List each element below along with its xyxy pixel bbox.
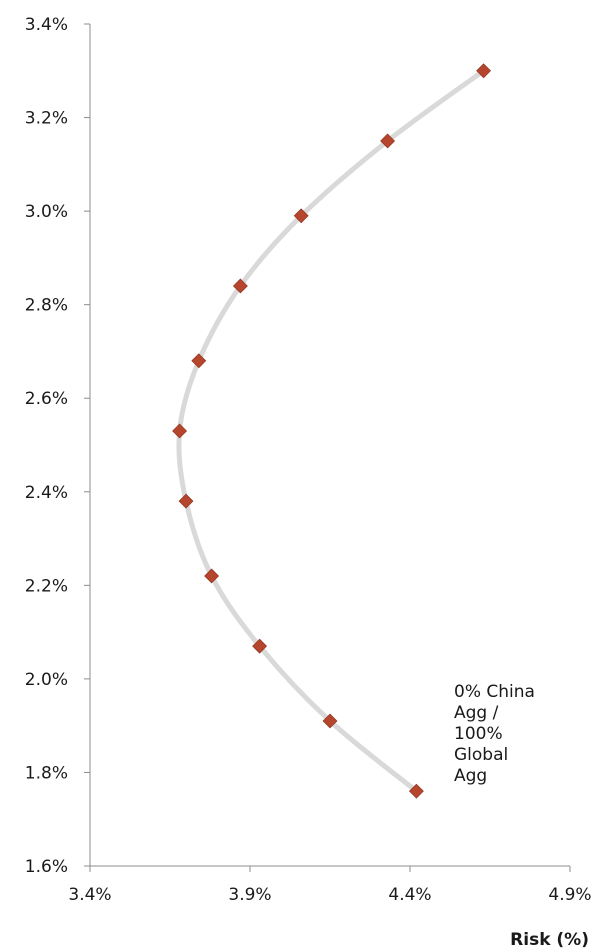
y-tick-label: 1.6% — [25, 857, 68, 877]
x-axis-title: Risk (%) — [510, 930, 589, 950]
frontier-curve — [176, 68, 487, 794]
y-tick-label: 2.6% — [25, 389, 68, 409]
data-point-marker — [380, 133, 396, 149]
y-tick-label: 1.8% — [25, 763, 68, 783]
x-axis-ticks: 3.4% 3.9% 4.4% 4.9% — [68, 866, 592, 905]
data-point-marker — [191, 353, 207, 369]
y-axis-ticks: 1.6% 1.8% 2.0% 2.2% 2.4% 2.6% 2.8% 3.0% 3.2% 3.4% — [25, 15, 90, 877]
data-point-marker — [232, 278, 248, 294]
y-tick-label: 2.0% — [25, 670, 68, 690]
data-point-marker — [178, 493, 194, 509]
data-point-marker — [172, 423, 188, 439]
data-point-marker — [252, 638, 268, 654]
y-tick-label: 3.4% — [25, 15, 68, 35]
x-tick-label: 4.4% — [388, 885, 431, 905]
y-tick-label: 2.2% — [25, 576, 68, 596]
data-point-marker — [408, 783, 424, 799]
data-markers — [172, 63, 492, 799]
axes — [89, 24, 570, 867]
x-tick-label: 3.4% — [68, 885, 111, 905]
data-point-marker — [322, 713, 338, 729]
y-tick-label: 2.8% — [25, 296, 68, 316]
x-tick-label: 3.9% — [228, 885, 271, 905]
data-point-marker — [204, 568, 220, 584]
y-tick-label: 3.2% — [25, 109, 68, 129]
y-tick-label: 3.0% — [25, 202, 68, 222]
data-point-marker — [476, 63, 492, 79]
annotation-label: 0% China Agg / 100% Global Agg — [454, 682, 535, 786]
y-tick-label: 2.4% — [25, 483, 68, 503]
x-tick-label: 4.9% — [548, 885, 591, 905]
data-point-marker — [293, 208, 309, 224]
